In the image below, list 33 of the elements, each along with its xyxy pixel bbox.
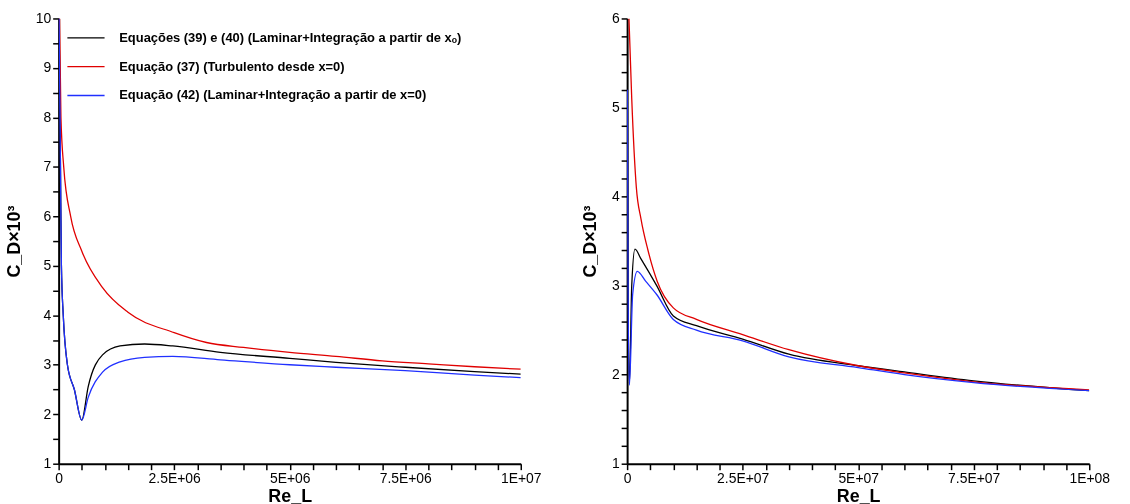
legend-label: Equação (37) (Turbulento desde x=0)	[119, 58, 345, 74]
x-tick-label: 1E+08	[1069, 470, 1111, 487]
x-tick-label: 7.5E+06	[379, 470, 433, 487]
y-tick-label: 2	[43, 405, 52, 422]
y-tick-label: 10	[35, 9, 52, 26]
x-tick-label: 1E+07	[500, 470, 542, 487]
y-tick-label: 5	[43, 257, 52, 274]
y-tick-label: 2	[611, 366, 620, 383]
x-tick-label: 2.5E+06	[148, 470, 202, 487]
y-tick-label: 8	[43, 108, 52, 125]
y-tick-label: 9	[43, 59, 52, 76]
x-tick-label: 5E+07	[838, 470, 880, 487]
y-tick-label: 4	[611, 188, 620, 205]
legend-label: Equação (42) (Laminar+Integração a partir de x=0)	[119, 87, 427, 103]
y-tick-label: 7	[43, 158, 52, 175]
x-tick-label: 2.5E+07	[717, 470, 770, 487]
y-axis-title: C_D×10³	[580, 205, 601, 278]
x-tick-label: 0	[623, 470, 632, 487]
y-tick-label: 6	[43, 207, 52, 224]
y-tick-label: 6	[611, 9, 620, 26]
y-tick-label: 3	[611, 277, 620, 294]
y-tick-label: 1	[611, 455, 620, 472]
y-tick-label: 4	[43, 306, 52, 323]
legend-label: Equações (39) e (40) (Laminar+Integração a partir de xₒ)	[119, 29, 462, 45]
y-tick-label: 3	[43, 356, 52, 373]
x-tick-label: 5E+06	[269, 470, 311, 487]
x-axis-title: Re_L	[836, 485, 881, 504]
x-axis-title: Re_L	[268, 485, 313, 504]
x-tick-label: 0	[55, 470, 64, 487]
x-tick-label: 7.5E+07	[948, 470, 1001, 487]
y-tick-label: 5	[611, 98, 620, 115]
y-tick-label: 1	[43, 455, 52, 472]
y-axis-title: C_D×10³	[3, 205, 24, 278]
